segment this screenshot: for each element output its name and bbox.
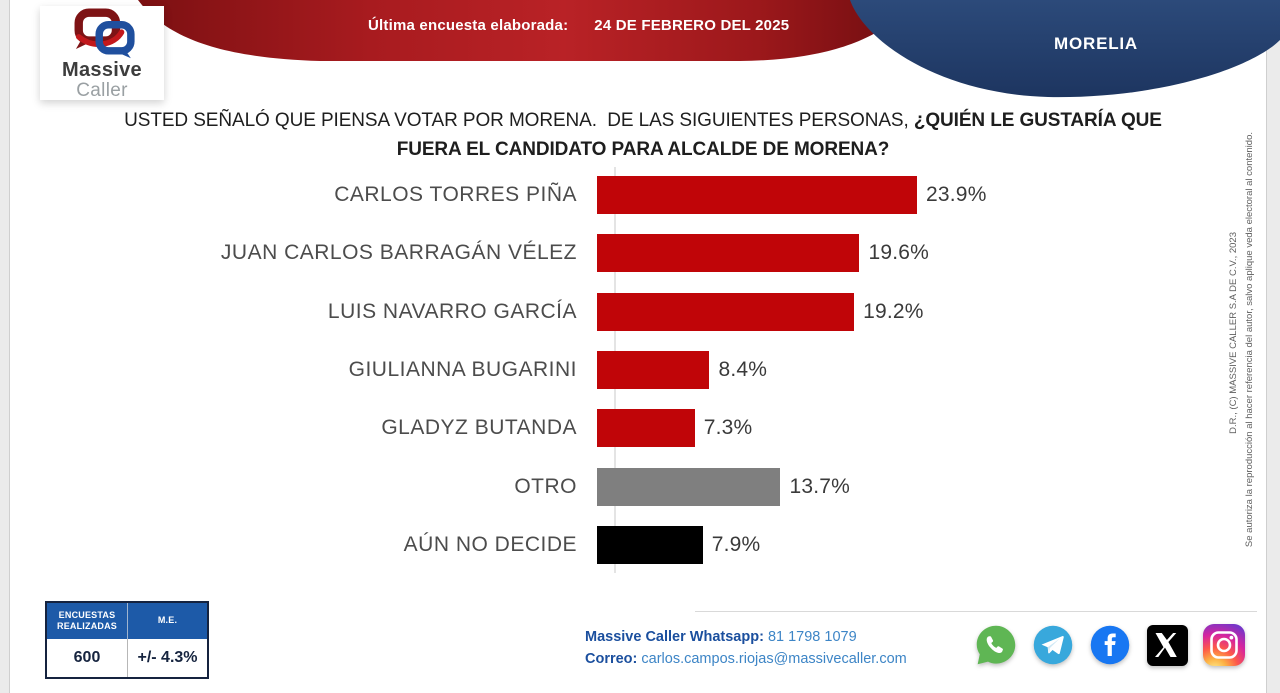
bar	[597, 351, 710, 390]
red-banner-shape	[138, 0, 912, 61]
whatsapp-label: Massive Caller Whatsapp:	[585, 629, 764, 645]
reproduction-notice-line: Se autoriza la reproducción al hacer ref…	[1244, 132, 1255, 548]
copyright-line: D.R., (C) MASSIVE CALLER S.A DE C.V., 20…	[1228, 232, 1239, 434]
bar-value-label: 23.9%	[926, 183, 987, 207]
sample-stats-table: ENCUESTAS REALIZADAS M.E. 600 +/- 4.3%	[45, 601, 209, 679]
bar-cell: 19.2%	[597, 292, 924, 331]
bar-value-label: 7.3%	[703, 416, 753, 440]
bar	[597, 234, 860, 273]
bar-value-label: 19.2%	[863, 299, 924, 323]
candidate-label: JUAN CARLOS BARRAGÁN VÉLEZ	[220, 241, 577, 265]
bar	[597, 176, 918, 215]
stats-header-encuestas: ENCUESTAS REALIZADAS	[57, 609, 117, 631]
bar-cell: 8.4%	[597, 351, 768, 390]
candidate-label: OTRO	[514, 474, 577, 498]
whatsapp-icon[interactable]	[974, 623, 1018, 667]
candidate-label: GIULIANNA BUGARINI	[348, 358, 577, 382]
x-icon[interactable]	[1145, 623, 1189, 667]
bar	[597, 467, 781, 506]
question-bold-part: ¿QUIÉN LE GUSTARÍA QUE FUERA EL CANDIDAT…	[396, 110, 1162, 161]
bar-row: CARLOS TORRES PIÑA 23.9%	[0, 166, 1040, 224]
navy-region-shape	[850, 0, 1280, 98]
footer-divider-line	[695, 611, 1257, 612]
stats-value-row: 600 +/- 4.3%	[47, 639, 207, 677]
stats-value-me: +/- 4.3%	[127, 639, 207, 677]
facebook-icon[interactable]	[1088, 623, 1132, 667]
bar	[597, 292, 855, 331]
bar-cell: 19.6%	[597, 234, 929, 273]
bar-value-label: 19.6%	[868, 241, 929, 265]
contact-block: Massive Caller Whatsapp: 81 1798 1079 Co…	[585, 627, 907, 671]
bar-row: JUAN CARLOS BARRAGÁN VÉLEZ 19.6%	[0, 224, 1040, 282]
bar-row: LUIS NAVARRO GARCÍA 19.2%	[0, 283, 1040, 341]
candidate-label: AÚN NO DECIDE	[403, 532, 577, 556]
telegram-icon[interactable]	[1031, 623, 1075, 667]
massive-caller-logo: Massive Caller	[40, 6, 164, 100]
logo-word-massive: Massive	[62, 59, 142, 81]
candidate-label: LUIS NAVARRO GARCÍA	[327, 299, 577, 323]
bar-cell: 7.3%	[597, 409, 753, 448]
bar	[597, 525, 703, 564]
bar	[597, 409, 695, 448]
stats-header-row: ENCUESTAS REALIZADAS M.E.	[47, 603, 207, 639]
last-survey-banner: Última encuesta elaborada: 24 DE FEBRERO…	[368, 17, 789, 34]
instagram-icon[interactable]	[1202, 623, 1246, 667]
region-name: MORELIA	[1054, 34, 1138, 53]
survey-question: USTED SEÑALÓ QUE PIENSA VOTAR POR MORENA…	[97, 106, 1189, 165]
header-ribbon-graphic	[138, 0, 1280, 98]
bar-chart: CARLOS TORRES PIÑA 23.9% JUAN CARLOS BARRA…	[0, 166, 1040, 574]
banner-label: Última encuesta elaborada:	[368, 17, 569, 34]
bar-cell: 13.7%	[597, 467, 850, 506]
whatsapp-number: 81 1798 1079	[767, 629, 857, 645]
stats-value-encuestas: 600	[73, 649, 101, 666]
bar-cell: 7.9%	[597, 525, 761, 564]
contact-email-line: Correo: carlos.campos.riojas@massivecall…	[585, 649, 907, 671]
bar-row: GIULIANNA BUGARINI 8.4%	[0, 341, 1040, 399]
right-edge-strip	[1266, 0, 1280, 693]
chat-bubbles-icon	[74, 8, 135, 59]
email-address: carlos.campos.riojas@massivecaller.com	[641, 650, 907, 667]
logo-word-caller: Caller	[76, 80, 128, 101]
bar-cell: 23.9%	[597, 176, 987, 215]
social-icons-row	[974, 623, 1246, 667]
banner-date: 24 DE FEBRERO DEL 2025	[594, 17, 790, 34]
bar-value-label: 13.7%	[789, 474, 850, 498]
email-label: Correo:	[585, 650, 638, 667]
left-edge-strip	[0, 0, 10, 693]
stats-header-me: M.E.	[127, 603, 207, 639]
bar-value-label: 7.9%	[711, 532, 761, 556]
candidate-label: CARLOS TORRES PIÑA	[334, 183, 577, 207]
bar-rows: CARLOS TORRES PIÑA 23.9% JUAN CARLOS BARRA…	[0, 166, 1040, 574]
bar-row: OTRO 13.7%	[0, 457, 1040, 515]
bar-value-label: 8.4%	[718, 358, 768, 382]
bar-row: AÚN NO DECIDE 7.9%	[0, 516, 1040, 574]
bar-row: GLADYZ BUTANDA 7.3%	[0, 399, 1040, 457]
contact-whatsapp-line: Massive Caller Whatsapp: 81 1798 1079	[585, 627, 907, 649]
question-regular-part: USTED SEÑALÓ QUE PIENSA VOTAR POR MORENA…	[124, 110, 914, 131]
candidate-label: GLADYZ BUTANDA	[381, 416, 577, 440]
